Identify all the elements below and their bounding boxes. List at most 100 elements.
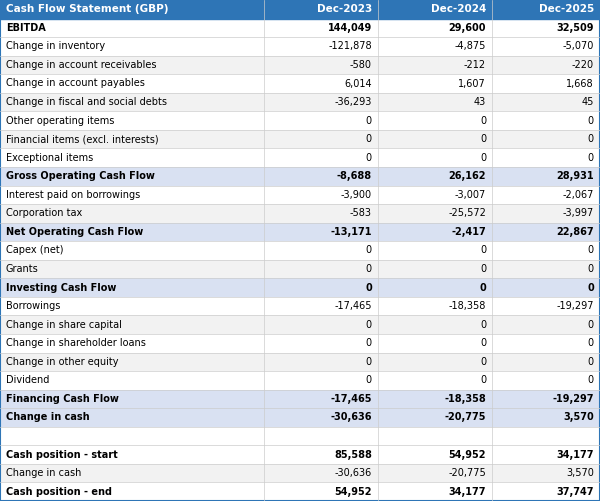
Bar [0, 111, 264, 130]
Text: -2,417: -2,417 [451, 227, 486, 237]
Bar [0, 408, 264, 427]
Text: 0: 0 [588, 320, 594, 330]
Bar [264, 0, 378, 19]
Text: 0: 0 [480, 245, 486, 256]
Text: 0: 0 [479, 283, 486, 293]
Text: Dec-2024: Dec-2024 [431, 5, 486, 14]
Text: -20,775: -20,775 [445, 412, 486, 422]
Bar [264, 427, 378, 445]
Bar [492, 111, 600, 130]
Bar [378, 482, 492, 501]
Bar [264, 279, 378, 297]
Bar [264, 482, 378, 501]
Bar [492, 482, 600, 501]
Text: -30,636: -30,636 [331, 412, 372, 422]
Text: Cash Flow Statement (GBP): Cash Flow Statement (GBP) [6, 5, 169, 14]
Bar [264, 111, 378, 130]
Text: Net Operating Cash Flow: Net Operating Cash Flow [6, 227, 143, 237]
Text: -121,878: -121,878 [328, 42, 372, 52]
Text: -3,900: -3,900 [341, 190, 372, 200]
Bar [0, 241, 264, 260]
Text: Change in share capital: Change in share capital [6, 320, 122, 330]
Bar [0, 482, 264, 501]
Bar [0, 19, 264, 37]
Bar [0, 148, 264, 167]
Bar [264, 241, 378, 260]
Text: 0: 0 [588, 264, 594, 274]
Bar [264, 371, 378, 390]
Text: 22,867: 22,867 [556, 227, 594, 237]
Bar [0, 279, 264, 297]
Bar [264, 37, 378, 56]
Text: 0: 0 [588, 116, 594, 126]
Text: Investing Cash Flow: Investing Cash Flow [6, 283, 116, 293]
Bar [492, 130, 600, 148]
Text: 54,952: 54,952 [335, 487, 372, 496]
Text: Change in other equity: Change in other equity [6, 357, 119, 367]
Bar [0, 0, 264, 19]
Text: 0: 0 [366, 338, 372, 348]
Bar [378, 148, 492, 167]
Text: Cash position - start: Cash position - start [6, 449, 118, 459]
Bar [0, 185, 264, 204]
Text: -212: -212 [464, 60, 486, 70]
Bar [492, 427, 600, 445]
Bar [378, 279, 492, 297]
Text: -36,293: -36,293 [335, 97, 372, 107]
Text: Financial items (excl. interests): Financial items (excl. interests) [6, 134, 158, 144]
Bar [0, 130, 264, 148]
Bar [378, 37, 492, 56]
Text: Change in fiscal and social debts: Change in fiscal and social debts [6, 97, 167, 107]
Bar [492, 279, 600, 297]
Bar [264, 167, 378, 185]
Bar [378, 353, 492, 371]
Text: Change in cash: Change in cash [6, 468, 82, 478]
Bar [492, 390, 600, 408]
Bar [492, 316, 600, 334]
Bar [492, 56, 600, 74]
Text: 32,509: 32,509 [557, 23, 594, 33]
Bar [492, 167, 600, 185]
Text: 1,607: 1,607 [458, 79, 486, 89]
Text: -30,636: -30,636 [335, 468, 372, 478]
Bar [0, 464, 264, 482]
Bar [492, 241, 600, 260]
Text: 0: 0 [366, 375, 372, 385]
Bar [0, 204, 264, 222]
Text: 34,177: 34,177 [557, 449, 594, 459]
Text: 0: 0 [588, 134, 594, 144]
Bar [378, 19, 492, 37]
Text: -3,997: -3,997 [563, 208, 594, 218]
Bar [492, 260, 600, 279]
Text: 0: 0 [480, 338, 486, 348]
Bar [378, 316, 492, 334]
Text: 28,931: 28,931 [556, 171, 594, 181]
Text: 45: 45 [581, 97, 594, 107]
Text: 0: 0 [588, 375, 594, 385]
Bar [0, 74, 264, 93]
Bar [378, 0, 492, 19]
Text: 29,600: 29,600 [449, 23, 486, 33]
Text: -18,358: -18,358 [444, 394, 486, 404]
Text: 34,177: 34,177 [449, 487, 486, 496]
Bar [264, 408, 378, 427]
Text: Capex (net): Capex (net) [6, 245, 64, 256]
Bar [264, 297, 378, 316]
Text: 0: 0 [480, 357, 486, 367]
Text: EBITDA: EBITDA [6, 23, 46, 33]
Text: Dec-2023: Dec-2023 [317, 5, 372, 14]
Bar [492, 185, 600, 204]
Text: 144,049: 144,049 [328, 23, 372, 33]
Text: 3,570: 3,570 [563, 412, 594, 422]
Bar [264, 222, 378, 241]
Text: 0: 0 [480, 134, 486, 144]
Text: -17,465: -17,465 [335, 301, 372, 311]
Bar [492, 353, 600, 371]
Text: Corporation tax: Corporation tax [6, 208, 82, 218]
Text: 0: 0 [588, 357, 594, 367]
Bar [492, 222, 600, 241]
Text: 0: 0 [588, 338, 594, 348]
Text: 0: 0 [480, 375, 486, 385]
Text: 0: 0 [588, 153, 594, 163]
Text: -580: -580 [350, 60, 372, 70]
